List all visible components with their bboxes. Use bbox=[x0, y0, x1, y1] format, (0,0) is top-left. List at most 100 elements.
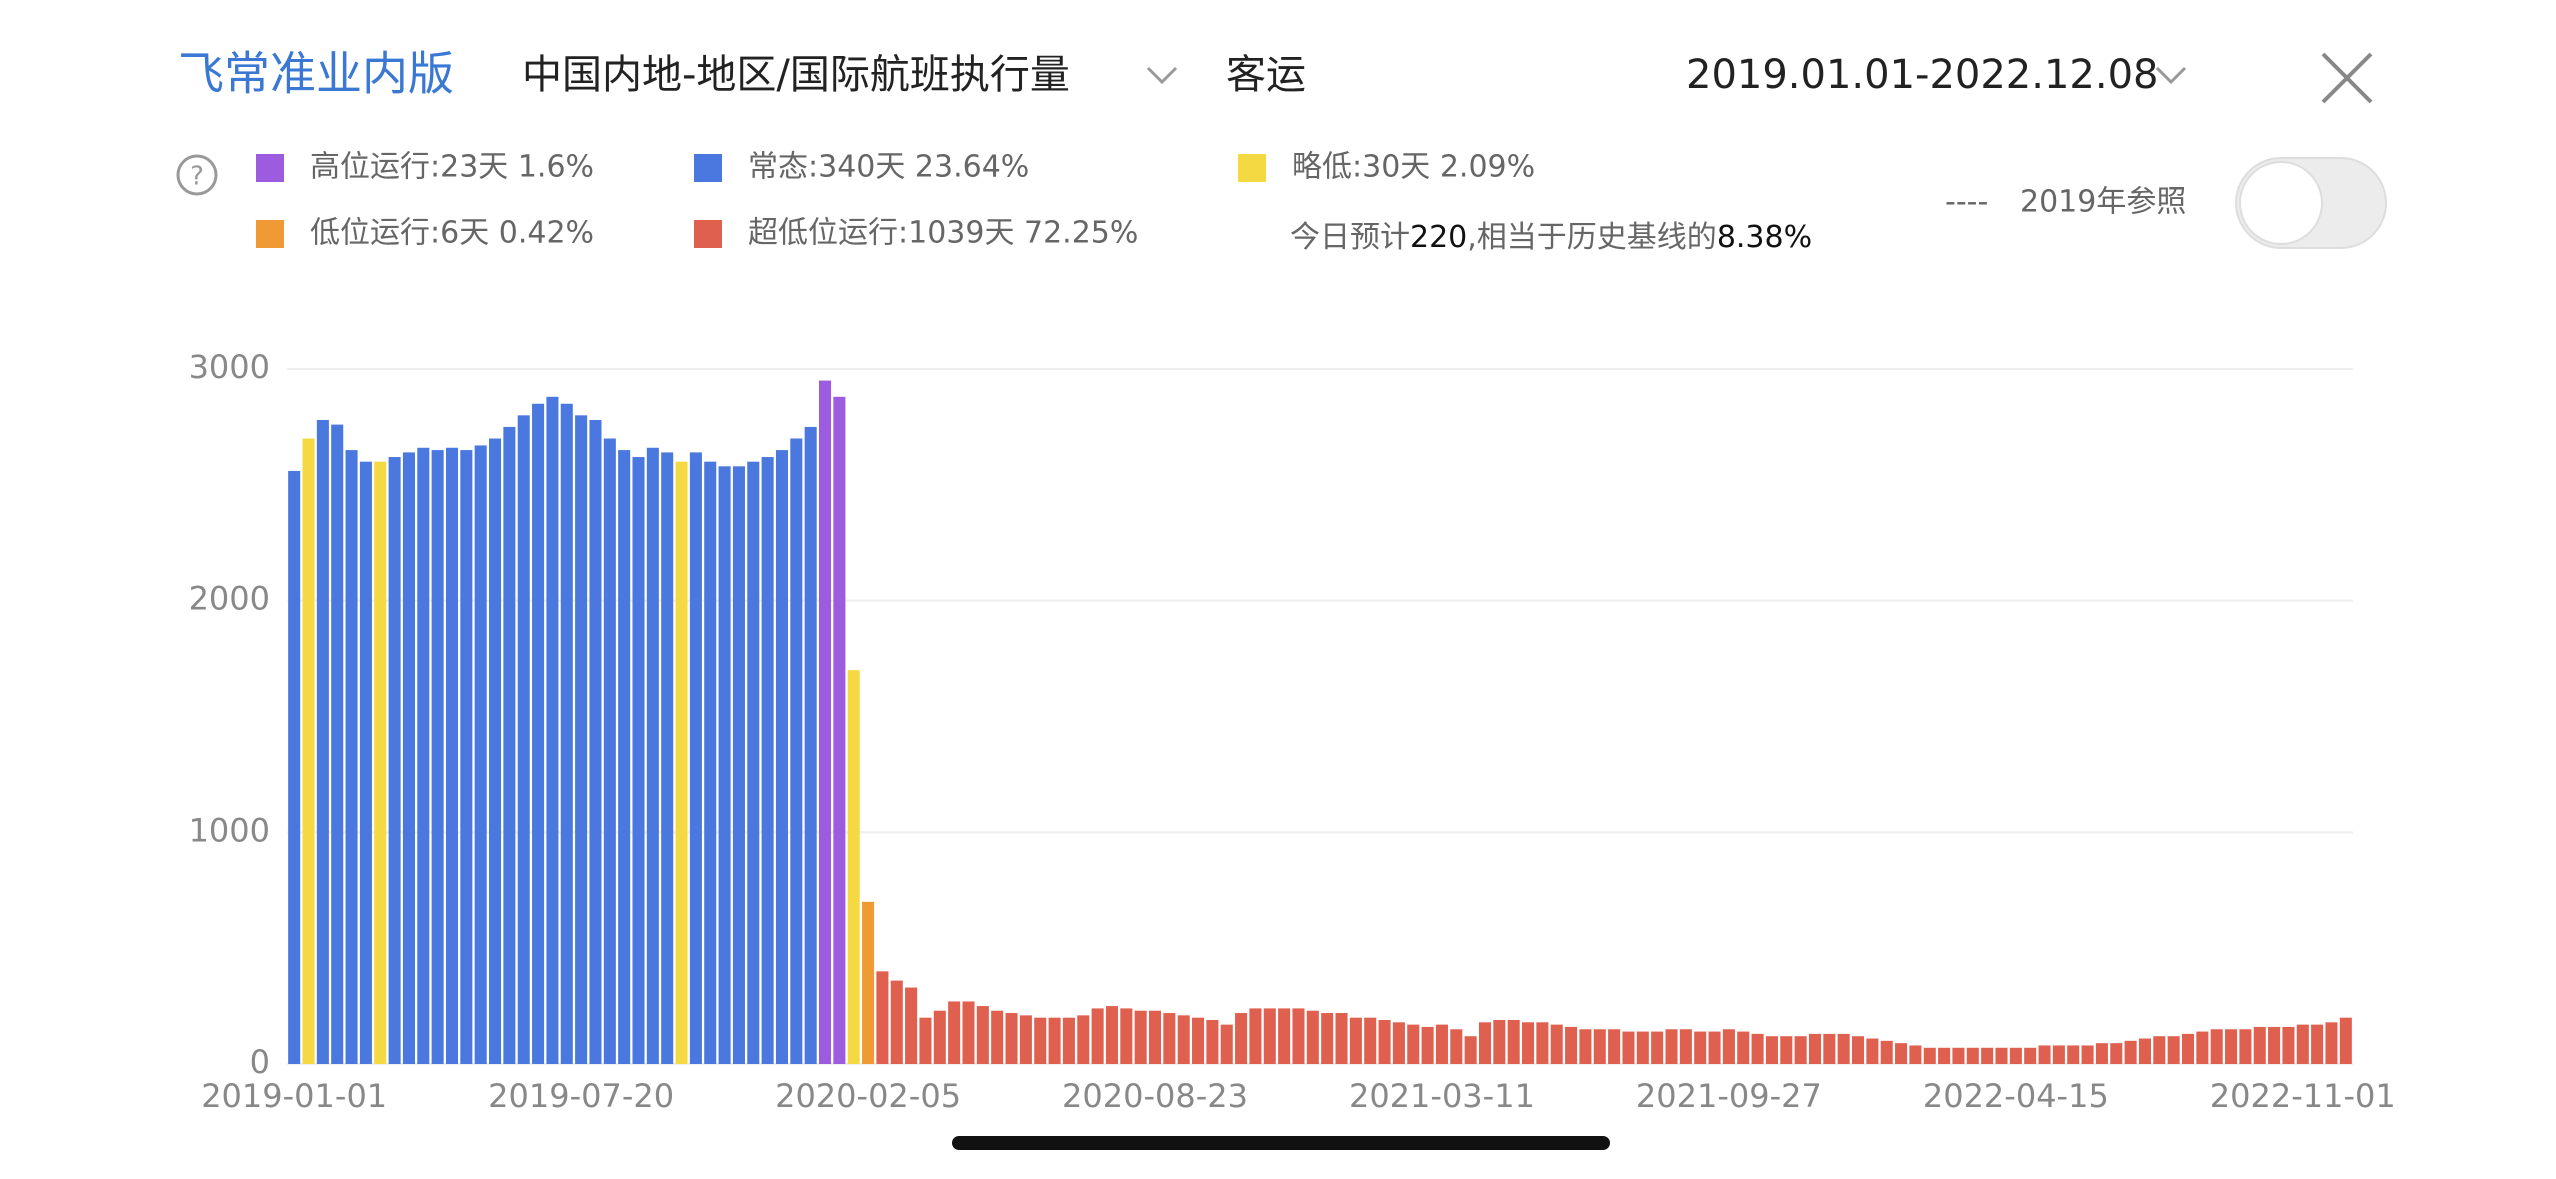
bar bbox=[1966, 1047, 1979, 1064]
x-tick-label: 2022-11-01 bbox=[2210, 1077, 2396, 1115]
bar bbox=[847, 670, 860, 1064]
bar bbox=[1220, 1024, 1233, 1064]
bar bbox=[833, 396, 846, 1064]
bar bbox=[1909, 1045, 1922, 1064]
chevron bbox=[1146, 66, 1178, 85]
bar bbox=[560, 403, 573, 1064]
bar bbox=[1364, 1017, 1377, 1064]
x-tick-label: 2019-07-20 bbox=[488, 1077, 674, 1115]
bar bbox=[704, 461, 717, 1065]
legend-label: 超低位运行:1039天 72.25% bbox=[748, 216, 1138, 251]
bar bbox=[603, 438, 616, 1064]
help-icon[interactable] bbox=[176, 154, 218, 196]
bar bbox=[1077, 1015, 1090, 1064]
bar bbox=[2225, 1029, 2238, 1064]
bar bbox=[1895, 1043, 1908, 1064]
date-range[interactable]: 2019.01.01-2022.12.08 bbox=[1686, 52, 2158, 98]
x-tick-label: 2019-01-01 bbox=[201, 1077, 387, 1115]
bar bbox=[761, 457, 774, 1064]
bar bbox=[747, 461, 760, 1065]
bar bbox=[1378, 1019, 1391, 1064]
bar bbox=[1593, 1029, 1606, 1064]
bar bbox=[1335, 1013, 1348, 1064]
bar bbox=[1550, 1024, 1563, 1064]
bar bbox=[1837, 1033, 1850, 1064]
bar bbox=[1091, 1008, 1104, 1064]
bar bbox=[2095, 1043, 2108, 1064]
bar bbox=[388, 457, 401, 1064]
bar bbox=[331, 424, 344, 1065]
bar bbox=[862, 901, 875, 1064]
legend-swatch bbox=[256, 220, 284, 248]
bar bbox=[2181, 1033, 2195, 1064]
legend-swatch bbox=[694, 220, 722, 248]
metric-selector[interactable]: 中国内地-地区/国际航班执行量 bbox=[522, 52, 1070, 98]
bar bbox=[445, 447, 459, 1064]
bar bbox=[618, 450, 631, 1064]
y-tick-label: 3000 bbox=[189, 348, 270, 386]
forecast: 今日预计220,相当于历史基线的8.38% bbox=[1290, 220, 1812, 255]
bar bbox=[316, 419, 329, 1064]
bar bbox=[1478, 1022, 1492, 1064]
brand: 飞常准业内版 bbox=[178, 47, 454, 101]
bar bbox=[1565, 1026, 1578, 1064]
home-indicator bbox=[952, 1136, 1610, 1150]
mode-selector[interactable]: 客运 bbox=[1226, 52, 1306, 98]
bar bbox=[1794, 1036, 1807, 1064]
bar bbox=[1177, 1015, 1190, 1064]
bar bbox=[2196, 1031, 2209, 1064]
bar bbox=[2138, 1038, 2151, 1064]
bar bbox=[2268, 1026, 2281, 1064]
y-tick-label: 0 bbox=[250, 1043, 270, 1081]
bar bbox=[890, 980, 903, 1064]
x-tick-label: 2021-09-27 bbox=[1636, 1077, 1822, 1115]
bar bbox=[775, 450, 789, 1064]
bar bbox=[1034, 1017, 1047, 1064]
bar bbox=[1780, 1036, 1793, 1064]
bar bbox=[1722, 1029, 1735, 1064]
bar bbox=[1851, 1036, 1865, 1064]
bar bbox=[2325, 1022, 2338, 1064]
bar bbox=[1665, 1029, 1678, 1064]
bar bbox=[1737, 1031, 1750, 1064]
bar bbox=[489, 438, 502, 1064]
bar bbox=[1048, 1017, 1061, 1064]
bar bbox=[2124, 1040, 2137, 1064]
bar bbox=[1522, 1022, 1535, 1064]
bar bbox=[689, 452, 702, 1064]
bar bbox=[2038, 1045, 2051, 1064]
bar bbox=[962, 1001, 975, 1064]
bar bbox=[1263, 1008, 1276, 1064]
y-tick-label: 1000 bbox=[189, 811, 270, 849]
bar bbox=[732, 466, 745, 1064]
reference-label: 2019年参照 bbox=[2020, 185, 2186, 220]
bar bbox=[460, 450, 473, 1064]
bar bbox=[1808, 1033, 1822, 1064]
legend-label: 高位运行:23天 1.6% bbox=[310, 150, 594, 185]
bar bbox=[1651, 1031, 1664, 1064]
bar bbox=[1292, 1008, 1305, 1064]
bar bbox=[646, 447, 659, 1064]
bar bbox=[1062, 1017, 1075, 1064]
bar bbox=[1622, 1031, 1635, 1064]
bar bbox=[1148, 1010, 1162, 1064]
bar bbox=[1206, 1019, 1219, 1064]
bar bbox=[2067, 1045, 2080, 1064]
bar bbox=[1192, 1017, 1205, 1064]
bar bbox=[1694, 1031, 1707, 1064]
bar bbox=[2110, 1043, 2123, 1064]
toggle-knob bbox=[2239, 161, 2323, 245]
bar bbox=[1321, 1013, 1334, 1064]
forecast-prefix: 今日预计 bbox=[1290, 220, 1410, 255]
bar bbox=[933, 1010, 946, 1064]
bar bbox=[402, 452, 415, 1064]
bar bbox=[1019, 1015, 1032, 1064]
bar bbox=[1536, 1022, 1549, 1064]
bar bbox=[417, 447, 430, 1064]
close-button[interactable] bbox=[2321, 52, 2373, 104]
x-tick-label: 2020-02-05 bbox=[775, 1077, 961, 1115]
bar bbox=[1163, 1013, 1176, 1064]
x-tick-label: 2020-08-23 bbox=[1062, 1077, 1248, 1115]
bar bbox=[1493, 1019, 1506, 1064]
bar bbox=[1952, 1047, 1965, 1064]
